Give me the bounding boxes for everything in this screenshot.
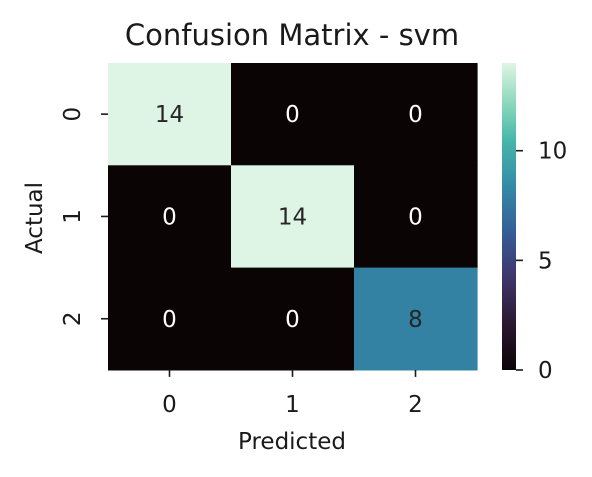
heatmap-cells: 14 0 0 0 14 0 0 0 8 — [108, 63, 478, 371]
cell-value-label: 0 — [285, 102, 300, 128]
colorbar-tick-label: 10 — [538, 139, 567, 165]
cell-value-label: 14 — [155, 102, 184, 128]
heatmap-cell — [108, 165, 232, 269]
y-tick-label: 1 — [60, 209, 86, 224]
heatmap-cell — [231, 267, 355, 371]
x-tick-label: 1 — [285, 392, 300, 418]
y-tick-label: 0 — [60, 107, 86, 122]
heatmap-cell — [231, 165, 355, 269]
cell-value-label: 0 — [285, 307, 300, 333]
x-tick-label: 0 — [162, 392, 177, 418]
cell-value-label: 0 — [162, 307, 177, 333]
heatmap-cell — [354, 165, 478, 269]
cell-value-label: 8 — [408, 307, 423, 333]
colorbar — [502, 63, 516, 370]
heatmap-cell — [108, 63, 232, 166]
colorbar-ticks: 0 5 10 — [516, 139, 567, 384]
x-axis-label: Predicted — [238, 429, 346, 455]
cell-value-label: 0 — [408, 102, 423, 128]
heatmap-cell — [354, 63, 478, 166]
colorbar-tick-label: 0 — [538, 358, 553, 384]
colorbar-tick-label: 5 — [538, 248, 553, 274]
chart-title: Confusion Matrix - svm — [125, 18, 459, 52]
cell-value-label: 0 — [408, 204, 423, 230]
y-axis-label: Actual — [22, 182, 48, 254]
y-axis-ticks: 0 1 2 — [60, 107, 108, 326]
cell-value-label: 0 — [162, 204, 177, 230]
cell-value-label: 14 — [278, 204, 307, 230]
x-axis-ticks: 0 1 2 — [162, 369, 423, 418]
heatmap-cell — [354, 267, 478, 371]
x-tick-label: 2 — [408, 392, 423, 418]
heatmap-cell — [108, 267, 232, 371]
y-tick-label: 2 — [60, 311, 86, 326]
heatmap-cell — [231, 63, 355, 166]
